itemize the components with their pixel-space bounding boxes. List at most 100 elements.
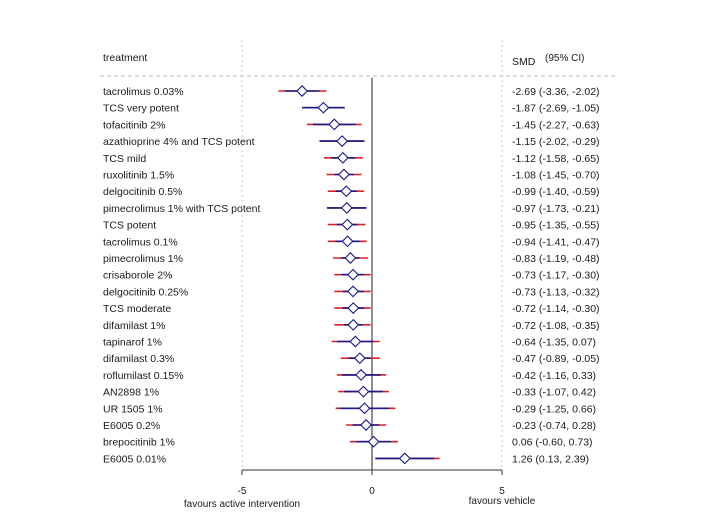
- forest-row: difamilast 1% -0.72 (-1.08, -0.35): [103, 318, 600, 332]
- treatment-label: brepocitinib 1%: [103, 437, 175, 449]
- x-tick-label: 5: [499, 486, 505, 497]
- smd-ci-value: 1.26 (0.13, 2.39): [512, 453, 589, 465]
- x-tick-label: 0: [369, 486, 375, 497]
- forest-row: tacrolimus 0.1% -0.94 (-1.41, -0.47): [103, 235, 600, 248]
- smd-ci-value: -0.95 (-1.35, -0.55): [512, 220, 600, 232]
- forest-row: difamilast 0.3% -0.47 (-0.89, -0.05): [103, 352, 600, 365]
- treatment-label: pimecrolimus 1% with TCS potent: [103, 203, 260, 215]
- treatment-label: pimecrolimus 1%: [103, 253, 183, 265]
- smd-ci-value: -0.33 (-1.07, 0.42): [512, 387, 596, 399]
- smd-point-estimate: [341, 218, 354, 231]
- smd-ci-value: -0.72 (-1.14, -0.30): [512, 303, 600, 315]
- smd-ci-value: -0.29 (-1.25, 0.66): [512, 403, 596, 415]
- ci-header: (95% CI): [545, 53, 584, 64]
- treatment-label: AN2898 1%: [103, 387, 159, 399]
- smd-point-estimate: [337, 168, 350, 181]
- treatment-label: UR 1505 1%: [103, 403, 163, 415]
- forest-row: azathioprine 4% and TCS potent -1.15 (-2.…: [103, 135, 600, 148]
- smd-ci-value: -0.64 (-1.35, 0.07): [512, 337, 596, 349]
- smd-point-estimate: [358, 402, 371, 415]
- forest-row: AN2898 1% -0.33 (-1.07, 0.42): [103, 385, 596, 399]
- treatment-label: delgocitinib 0.25%: [103, 286, 188, 298]
- forest-row: delgocitinib 0.25% -0.73 (-1.13, -0.32): [103, 285, 600, 298]
- smd-ci-value: -0.73 (-1.13, -0.32): [512, 286, 600, 298]
- smd-point-estimate: [317, 101, 330, 114]
- smd-ci-value: -1.15 (-2.02, -0.29): [512, 136, 600, 148]
- smd-point-estimate: [398, 452, 411, 465]
- smd-ci-value: -0.72 (-1.08, -0.35): [512, 320, 600, 332]
- forest-row: delgocitinib 0.5% -0.99 (-1.40, -0.59): [103, 185, 600, 198]
- treatment-label: azathioprine 4% and TCS potent: [103, 136, 255, 148]
- forest-row: UR 1505 1% -0.29 (-1.25, 0.66): [103, 402, 596, 415]
- forest-row: TCS very potent -1.87 (-2.69, -1.05): [103, 101, 600, 115]
- smd-ci-value: -0.23 (-0.74, 0.28): [512, 420, 596, 432]
- x-tick-label: -5: [238, 486, 247, 497]
- smd-ci-value: 0.06 (-0.60, 0.73): [512, 437, 593, 449]
- smd-point-estimate: [344, 252, 357, 264]
- smd-ci-value: -0.97 (-1.73, -0.21): [512, 203, 600, 215]
- forest-row: pimecrolimus 1% with TCS potent -0.97 (-1…: [103, 201, 600, 215]
- treatment-label: ruxolitinib 1.5%: [103, 170, 174, 182]
- smd-point-estimate: [347, 318, 360, 331]
- forest-rows: tacrolimus 0.03% -2.69 (-3.36, -2.02) TCS …: [103, 85, 600, 465]
- treatment-label: roflumilast 0.15%: [103, 370, 184, 382]
- smd-ci-value: -1.45 (-2.27, -0.63): [512, 119, 600, 131]
- smd-header: SMD: [512, 56, 536, 68]
- smd-point-estimate: [336, 151, 349, 164]
- smd-ci-value: -1.87 (-2.69, -1.05): [512, 103, 600, 115]
- treatment-label: E6005 0.2%: [103, 420, 160, 432]
- smd-point-estimate: [357, 385, 370, 398]
- favours-active-label: favours active intervention: [184, 499, 300, 510]
- forest-row: brepocitinib 1% 0.06 (-0.60, 0.73): [103, 435, 593, 449]
- forest-row: tacrolimus 0.03% -2.69 (-3.36, -2.02): [103, 85, 600, 98]
- x-axis: favours active intervention favours vehi…: [184, 469, 536, 510]
- smd-ci-value: -2.69 (-3.36, -2.02): [512, 86, 600, 98]
- smd-point-estimate: [340, 185, 353, 198]
- favours-vehicle-label: favours vehicle: [469, 496, 536, 507]
- treatment-label: TCS very potent: [103, 103, 179, 115]
- treatment-label: TCS moderate: [103, 303, 171, 315]
- smd-point-estimate: [328, 118, 341, 131]
- forest-row: pimecrolimus 1% -0.83 (-1.19, -0.48): [103, 252, 600, 265]
- smd-point-estimate: [340, 201, 353, 214]
- forest-row: roflumilast 0.15% -0.42 (-1.16, 0.33): [103, 368, 596, 382]
- smd-point-estimate: [296, 85, 309, 97]
- smd-point-estimate: [347, 285, 359, 298]
- smd-point-estimate: [349, 335, 362, 348]
- treatment-label: tacrolimus 0.03%: [103, 86, 184, 98]
- smd-ci-value: -0.47 (-0.89, -0.05): [512, 353, 600, 365]
- treatment-label: tofacitinib 2%: [103, 119, 165, 131]
- smd-point-estimate: [353, 352, 366, 365]
- treatment-label: crisaborole 2%: [103, 270, 172, 282]
- forest-row: TCS mild -1.12 (-1.58, -0.65): [103, 151, 600, 165]
- treatment-header: treatment: [103, 52, 147, 64]
- smd-point-estimate: [341, 235, 354, 248]
- forest-row: tofacitinib 2% -1.45 (-2.27, -0.63): [103, 118, 600, 131]
- forest-row: TCS potent -0.95 (-1.35, -0.55): [103, 218, 600, 232]
- smd-ci-value: -0.73 (-1.17, -0.30): [512, 270, 600, 282]
- smd-ci-value: -1.12 (-1.58, -0.65): [512, 153, 600, 165]
- forest-row: tapinarof 1% -0.64 (-1.35, 0.07): [103, 335, 596, 349]
- forest-row: crisaborole 2% -0.73 (-1.17, -0.30): [103, 268, 600, 282]
- treatment-label: delgocitinib 0.5%: [103, 186, 182, 198]
- smd-ci-value: -1.08 (-1.45, -0.70): [512, 170, 600, 182]
- treatment-label: TCS mild: [103, 153, 146, 165]
- smd-ci-value: -0.83 (-1.19, -0.48): [512, 253, 600, 265]
- smd-point-estimate: [360, 419, 372, 431]
- smd-ci-value: -0.94 (-1.41, -0.47): [512, 236, 600, 248]
- treatment-label: difamilast 1%: [103, 320, 165, 332]
- smd-ci-value: -0.99 (-1.40, -0.59): [512, 186, 600, 198]
- forest-row: E6005 0.01% 1.26 (0.13, 2.39): [103, 452, 589, 465]
- smd-ci-value: -0.42 (-1.16, 0.33): [512, 370, 596, 382]
- treatment-label: tacrolimus 0.1%: [103, 236, 178, 248]
- smd-point-estimate: [336, 135, 349, 148]
- treatment-label: TCS potent: [103, 220, 156, 232]
- treatment-label: E6005 0.01%: [103, 453, 166, 465]
- smd-point-estimate: [367, 435, 380, 448]
- grid-lines: [241, 40, 503, 470]
- treatment-label: difamilast 0.3%: [103, 353, 174, 365]
- smd-point-estimate: [347, 302, 360, 315]
- smd-point-estimate: [347, 268, 359, 281]
